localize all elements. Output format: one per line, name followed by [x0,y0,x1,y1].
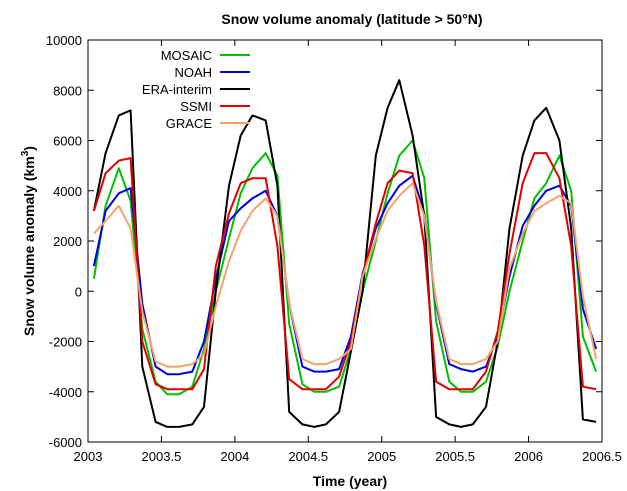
plot-frame [87,39,603,443]
x-tick-label: 2006 [514,449,543,464]
chart-title: Snow volume anomaly (latitude > 50°N) [221,11,482,27]
y-tick-label: -2000 [49,335,82,350]
x-tick-label: 2003.5 [142,449,182,464]
x-tick-label: 2003 [74,449,103,464]
y-tick-label: 10000 [46,33,82,48]
y-tick-label: -4000 [49,385,82,400]
y-tick-label: 0 [75,284,82,299]
series-line-ssmi [92,152,597,391]
y-tick-label: -6000 [49,435,82,450]
legend: MOSAIC NOAH ERA-interim SSMI GRACE [142,48,250,131]
y-tick-label: 4000 [53,184,82,199]
legend-label: SSMI [180,99,212,114]
series-line-noah [92,174,598,376]
legend-label: MOSAIC [161,48,212,63]
x-tick-label: 2005 [367,449,396,464]
y-tick-label: 2000 [53,234,82,249]
legend-label: GRACE [166,116,213,131]
y-axis-title-close: ) [21,146,37,151]
x-tick-label: 2005.5 [435,449,475,464]
series-line-mosaic [92,139,598,396]
ticks-layer: 2003 2003.5 2004 2004.5 2005 2005.5 2006 2006.5… [46,33,622,464]
y-axis-title-main: Snow volume anomaly (km [21,156,37,336]
series-layer [92,79,598,428]
series-line-era-interim [92,79,597,428]
legend-label: ERA-interim [142,82,212,97]
legend-label: NOAH [174,65,212,80]
y-axis-title-sup: 3 [20,150,31,156]
y-tick-label: 8000 [53,83,82,98]
x-tick-label: 2006.5 [582,449,622,464]
y-tick-label: 6000 [53,134,82,149]
x-axis-title: Time (year) [313,473,387,489]
x-tick-label: 2004.5 [288,449,328,464]
series-line-grace [93,182,598,368]
x-tick-label: 2004 [220,449,249,464]
y-axis-title: Snow volume anomaly (km3) [20,146,37,336]
